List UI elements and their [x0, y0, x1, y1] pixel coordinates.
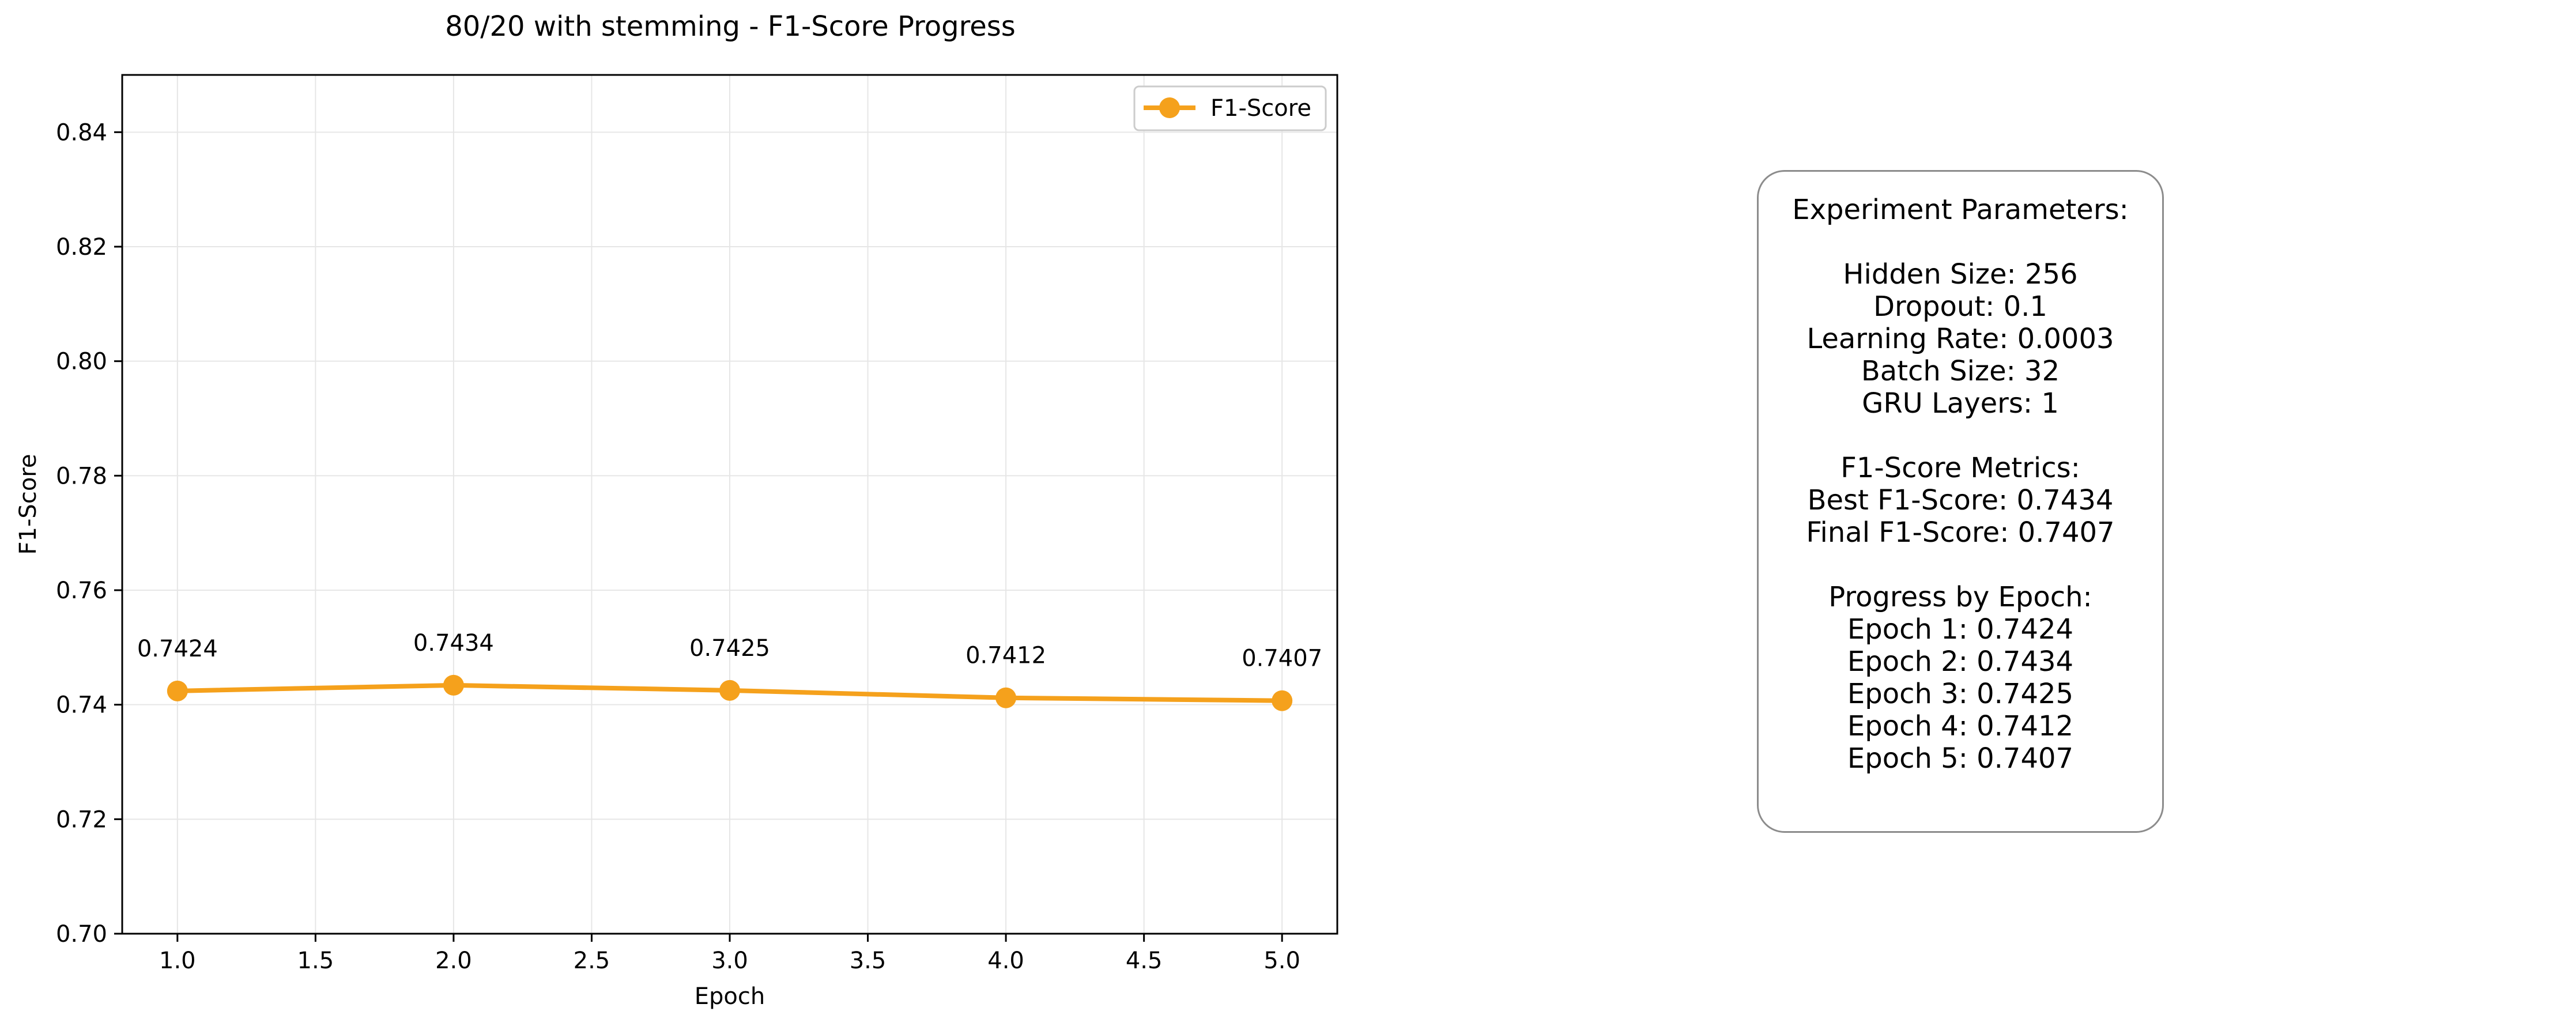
- data-point: [167, 680, 188, 701]
- x-tick-label: 2.5: [574, 948, 610, 974]
- y-tick-label: 0.80: [56, 349, 107, 375]
- data-label: 0.7434: [413, 630, 494, 656]
- y-tick-label: 0.84: [56, 119, 107, 146]
- epoch-1-text: Epoch 1: 0.7424: [1847, 613, 2074, 646]
- parameters-heading: Experiment Parameters:: [1792, 194, 2129, 226]
- x-axis-label: Epoch: [695, 983, 765, 1010]
- data-label: 0.7412: [965, 643, 1046, 669]
- y-axis-label: F1-Score: [15, 454, 42, 555]
- x-tick-label: 2.0: [435, 948, 472, 974]
- x-tick-label: 5.0: [1264, 948, 1300, 974]
- x-tick-label: 4.5: [1126, 948, 1163, 974]
- gru-layers-text: GRU Layers: 1: [1862, 387, 2059, 420]
- x-tick-label: 1.5: [297, 948, 334, 974]
- data-point: [1272, 690, 1293, 711]
- x-tick-label: 3.0: [711, 948, 748, 974]
- learning-rate-text: Learning Rate: 0.0003: [1806, 323, 2114, 355]
- epoch-2-text: Epoch 2: 0.7434: [1847, 646, 2074, 678]
- dropout-text: Dropout: 0.1: [1873, 290, 2047, 323]
- x-tick-label: 1.0: [159, 948, 196, 974]
- data-label: 0.7407: [1242, 646, 1322, 672]
- f1-score-chart: 80/20 with stemming - F1-Score Progress …: [15, 10, 1338, 1010]
- data-label: 0.7424: [137, 636, 218, 662]
- x-tick-label: 3.5: [850, 948, 887, 974]
- batch-size-text: Batch Size: 32: [1861, 355, 2060, 387]
- best-f1-text: Best F1-Score: 0.7434: [1807, 484, 2114, 516]
- y-tick-label: 0.74: [56, 692, 107, 719]
- epoch-4-text: Epoch 4: 0.7412: [1847, 710, 2074, 742]
- metrics-heading: F1-Score Metrics:: [1840, 452, 2080, 484]
- epoch-5-text: Epoch 5: 0.7407: [1847, 742, 2074, 775]
- data-point: [443, 674, 464, 696]
- progress-heading: Progress by Epoch:: [1828, 581, 2092, 613]
- grid-lines: [122, 75, 1337, 934]
- data-point: [995, 687, 1017, 708]
- data-label: 0.7425: [689, 635, 770, 662]
- y-tick-label: 0.78: [56, 463, 107, 489]
- y-tick-label: 0.76: [56, 578, 107, 604]
- chart-title: 80/20 with stemming - F1-Score Progress: [445, 10, 1016, 43]
- x-tick-label: 4.0: [987, 948, 1024, 974]
- experiment-info-box: Experiment Parameters: Hidden Size: 256 …: [1757, 170, 2164, 833]
- legend-box: [1133, 85, 1327, 131]
- epoch-3-text: Epoch 3: 0.7425: [1847, 678, 2074, 710]
- legend: F1-Score: [1133, 85, 1327, 131]
- legend-marker: [1159, 97, 1180, 118]
- legend-label: F1-Score: [1210, 95, 1311, 122]
- axis-ticks: 1.0 1.5 2.0 2.5 3.0 3.5 4.0 4.5 5.0 0.70 0.72 0.74 0…: [56, 119, 1300, 974]
- final-f1-text: Final F1-Score: 0.7407: [1806, 516, 2115, 549]
- y-tick-label: 0.72: [56, 806, 107, 833]
- y-tick-label: 0.70: [56, 921, 107, 948]
- series-layer: 0.7424 0.7434 0.7425 0.7412 0.7407: [137, 630, 1322, 711]
- y-tick-label: 0.82: [56, 234, 107, 261]
- data-point: [719, 680, 740, 701]
- hidden-size-text: Hidden Size: 256: [1843, 258, 2078, 290]
